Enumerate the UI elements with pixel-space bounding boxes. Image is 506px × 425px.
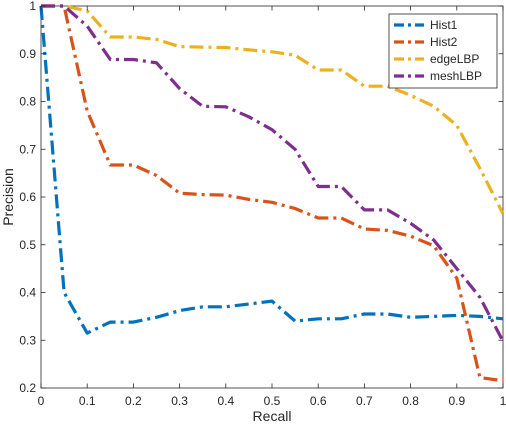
series-layer	[39, 4, 505, 383]
x-tick-label: 0.6	[310, 394, 327, 408]
x-tick-label: 0.5	[264, 394, 281, 408]
y-tick-label: 0.8	[19, 95, 36, 109]
x-tick-label: 0.8	[402, 394, 419, 408]
y-tick-label: 0.5	[19, 238, 36, 252]
x-tick-label: 0.9	[448, 394, 465, 408]
y-axis: 0.2 0.3 0.4 0.5 0.6 0.7 0.8 0.9 1	[19, 0, 503, 395]
x-tick-label: 0.1	[79, 394, 96, 408]
y-tick-label: 0.4	[19, 286, 36, 300]
y-tick-label: 0.7	[19, 142, 36, 156]
y-tick-label: 0.2	[19, 381, 36, 395]
x-tick-label: 0.2	[125, 394, 142, 408]
legend-label: Hist2	[430, 35, 458, 49]
x-axis: 0 0.1 0.2 0.3 0.4 0.5 0.6 0.7 0.8 0.9 1	[38, 6, 506, 408]
x-tick-label: 0	[38, 394, 45, 408]
y-tick-label: 0.9	[19, 47, 36, 61]
y-tick-label: 0.3	[19, 333, 36, 347]
series-line-hist1	[39, 5, 504, 335]
y-axis-title: Precision	[0, 168, 16, 226]
x-tick-label: 1	[500, 394, 506, 408]
x-tick-label: 0.4	[217, 394, 234, 408]
x-tick-label: 0.7	[356, 394, 373, 408]
legend-box	[388, 13, 498, 89]
legend-label: edgeLBP	[430, 52, 479, 66]
legend-label: Hist1	[430, 18, 458, 32]
legend-label: meshLBP	[430, 69, 482, 83]
x-tick-label: 0.3	[171, 394, 188, 408]
series-line-edgelbp	[41, 4, 505, 215]
legend: Hist1 Hist2 edgeLBP meshLBP	[388, 13, 498, 89]
x-axis-title: Recall	[253, 408, 292, 424]
y-tick-label: 1	[29, 0, 36, 13]
series-line-meshlbp	[41, 4, 505, 342]
y-tick-label: 0.6	[19, 190, 36, 204]
series-line-hist2	[41, 4, 504, 383]
